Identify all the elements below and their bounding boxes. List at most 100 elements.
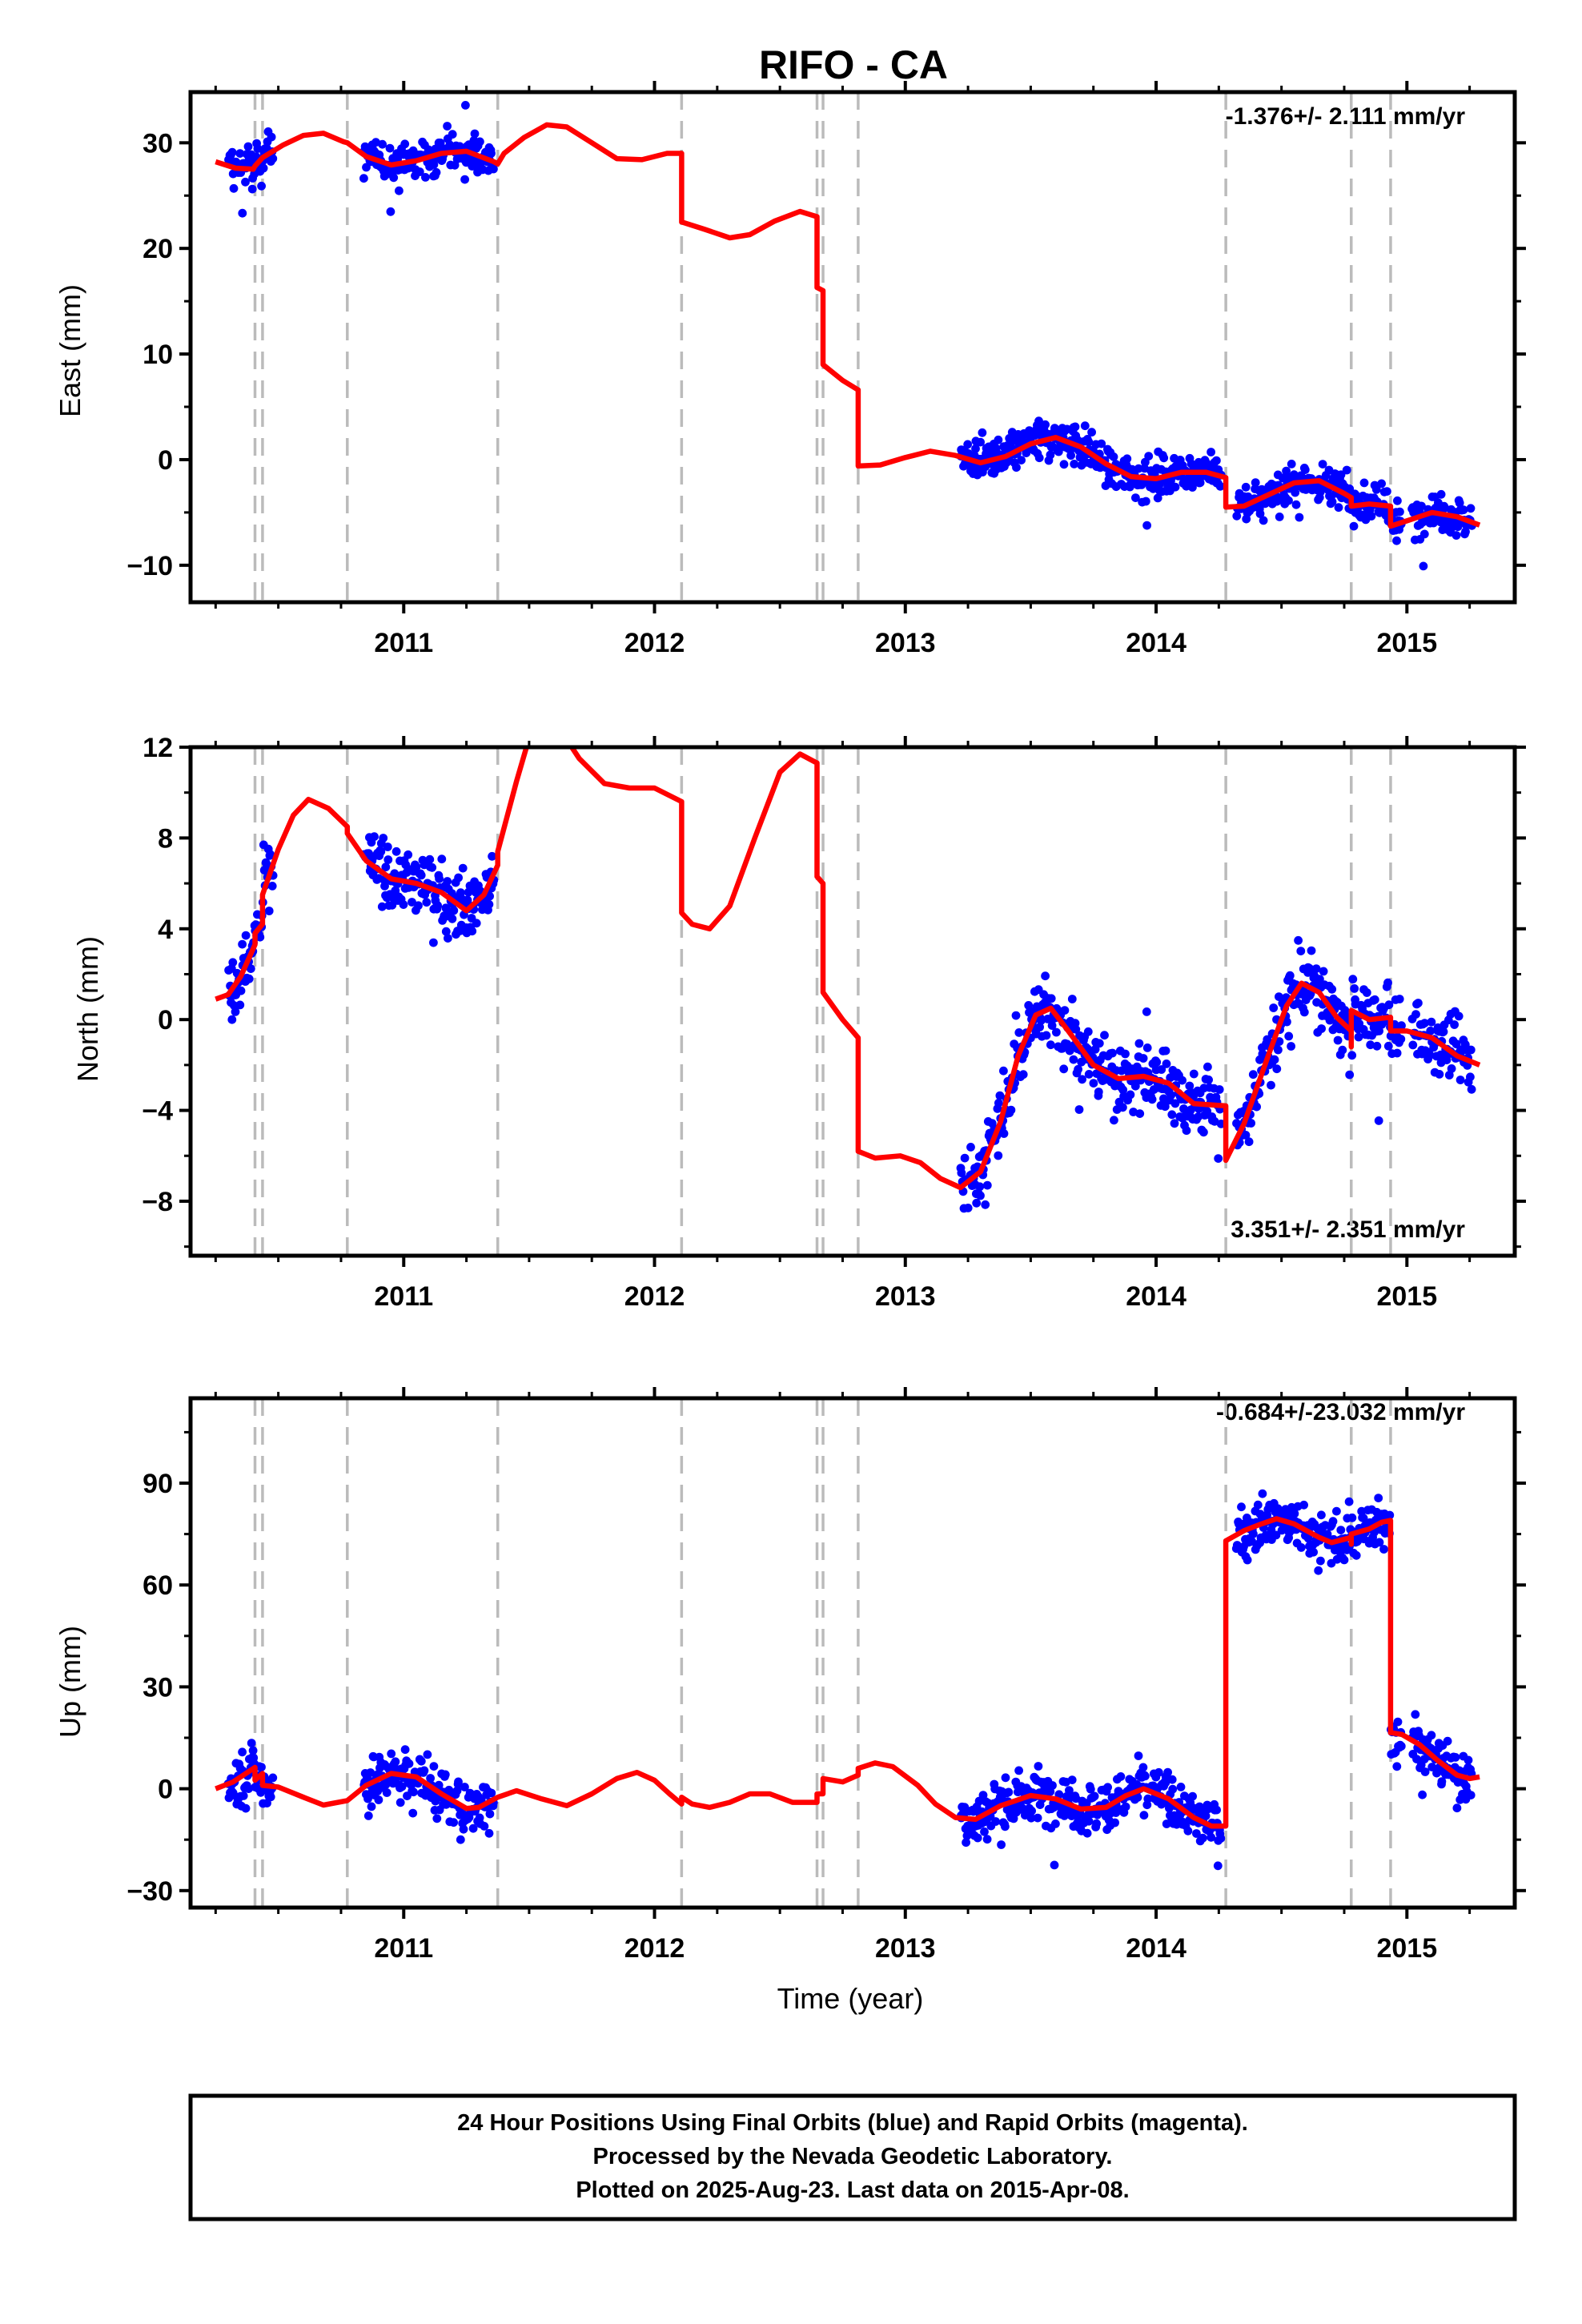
north-data-point [1248, 1070, 1258, 1080]
up-data-point [1090, 1791, 1099, 1801]
up-data-point [1207, 1832, 1216, 1842]
east-data-point [470, 129, 480, 139]
north-data-point [960, 1153, 970, 1163]
up-rate-label: -0.684+/-23.032 mm/yr [1216, 1399, 1465, 1425]
north-data-point [255, 932, 265, 942]
north-data-point [488, 851, 496, 861]
east-data-point [268, 154, 278, 163]
up-x-tick-label: 2015 [1376, 1933, 1437, 1964]
east-y-tick-label: 10 [143, 340, 173, 370]
east-data-point [241, 177, 250, 187]
up-data-point [484, 1828, 494, 1838]
east-data-point [1455, 498, 1464, 508]
north-data-point [472, 919, 481, 928]
east-data-point [1287, 460, 1296, 468]
up-data-point [387, 1749, 396, 1759]
north-data-point [1362, 988, 1371, 997]
north-data-point [1408, 1040, 1418, 1050]
east-data-point [455, 142, 464, 151]
east-data-point [386, 207, 396, 216]
north-data-point [238, 939, 247, 949]
north-data-point [1018, 1070, 1028, 1080]
east-data-point [257, 181, 266, 191]
east-data-point [227, 147, 237, 157]
north-data-point [370, 832, 379, 842]
up-y-tick-label: −30 [126, 1876, 173, 1907]
up-data-point [423, 1750, 432, 1759]
north-data-point [1283, 1017, 1291, 1027]
up-data-point [1451, 1753, 1460, 1762]
east-data-point [1207, 448, 1215, 456]
up-data-point [1396, 1742, 1406, 1751]
north-y-tick-label: −8 [142, 1187, 173, 1217]
up-data-point [1271, 1530, 1281, 1540]
north-x-tick-label: 2013 [875, 1281, 936, 1312]
east-data-point [487, 149, 496, 158]
north-data-point [236, 986, 246, 995]
east-data-point [1087, 428, 1096, 437]
east-data-point [1046, 450, 1055, 460]
north-data-point [228, 958, 238, 967]
up-data-point [1192, 1829, 1201, 1838]
up-data-point [1212, 1805, 1221, 1815]
north-data-point [1126, 1090, 1135, 1100]
north-data-point [463, 895, 472, 905]
north-observations [224, 832, 1476, 1213]
east-data-point [1142, 521, 1151, 530]
north-data-point [433, 901, 442, 911]
up-data-point [1168, 1784, 1178, 1794]
north-data-point [1134, 1039, 1144, 1048]
north-data-point [1244, 1137, 1254, 1147]
north-data-point [1204, 1076, 1213, 1084]
up-data-point [1418, 1790, 1427, 1799]
up-data-point [460, 1783, 469, 1791]
up-data-point [973, 1833, 982, 1843]
up-data-point [1199, 1833, 1207, 1843]
east-data-point [1259, 516, 1268, 525]
north-data-point [1374, 1116, 1383, 1125]
north-data-point [1272, 1064, 1282, 1074]
north-data-point [376, 847, 386, 856]
north-data-point [454, 873, 463, 883]
east-data-point [1215, 481, 1225, 491]
north-y-tick-label: 8 [158, 823, 173, 854]
east-data-point [1153, 493, 1162, 503]
north-data-point [1203, 1062, 1212, 1072]
north-data-point [484, 899, 494, 909]
north-data-point [380, 882, 389, 891]
north-data-point [1065, 1046, 1074, 1055]
north-data-point [1052, 1027, 1061, 1037]
north-data-point [1182, 1126, 1191, 1136]
up-data-point [1452, 1803, 1462, 1813]
up-data-point [244, 1784, 253, 1794]
north-data-point [1411, 1010, 1420, 1019]
north-data-point [1372, 1041, 1382, 1051]
east-data-point [1034, 416, 1043, 426]
up-y-tick-label: 90 [143, 1469, 173, 1499]
up-data-point [1243, 1555, 1252, 1565]
up-data-point [1213, 1861, 1223, 1871]
east-data-point [460, 175, 469, 184]
up-x-tick-label: 2011 [374, 1933, 433, 1964]
up-data-point [1067, 1775, 1077, 1785]
up-data-point [1134, 1751, 1143, 1760]
up-data-point [1351, 1550, 1361, 1560]
north-data-point [383, 842, 392, 851]
north-data-point [1397, 1021, 1406, 1031]
east-data-point [235, 149, 245, 159]
up-observations [223, 1489, 1476, 1871]
east-data-point [1149, 484, 1158, 493]
north-data-point [377, 902, 387, 911]
up-data-point [1143, 1794, 1153, 1803]
north-data-point [1074, 1064, 1082, 1074]
east-data-point [429, 160, 439, 169]
up-data-point [1141, 1771, 1150, 1781]
up-data-point [263, 1799, 271, 1808]
north-data-point [1006, 1105, 1016, 1115]
east-data-point [1417, 501, 1426, 511]
up-data-point [257, 1763, 266, 1772]
up-data-point [1393, 1717, 1403, 1727]
up-data-point [982, 1835, 992, 1844]
east-frame [188, 90, 1517, 605]
north-data-point [1214, 1154, 1223, 1163]
